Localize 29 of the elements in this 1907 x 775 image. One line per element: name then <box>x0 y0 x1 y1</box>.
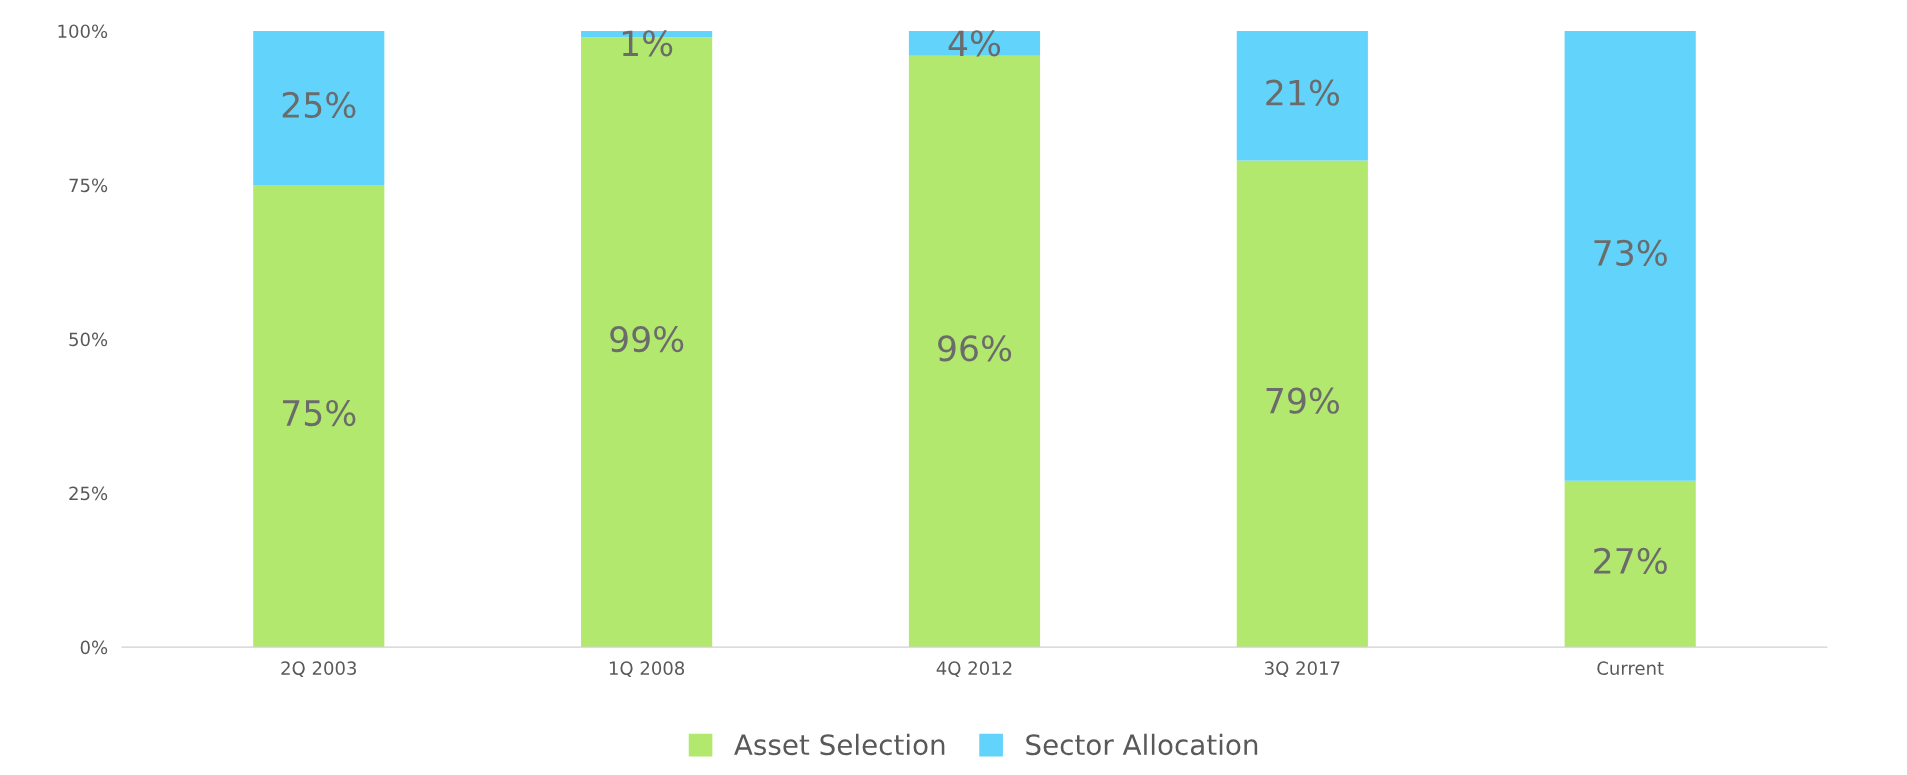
data-label: 79% <box>1266 387 1340 414</box>
bar <box>1236 31 1368 161</box>
y-tick-label: 75% <box>69 178 108 193</box>
y-tick-label: 100% <box>58 24 108 39</box>
bar <box>1564 31 1696 481</box>
y-tick-label: 50% <box>69 332 108 347</box>
data-label: 1% <box>622 30 673 57</box>
data-label: 73% <box>1594 239 1667 266</box>
data-label: 25% <box>282 91 356 119</box>
x-tick-label: Current <box>1597 661 1664 675</box>
x-tick-label: 1Q 2008 <box>609 661 685 678</box>
legend-label: Sector Allocation <box>1026 733 1258 756</box>
data-label: 96% <box>938 335 1012 362</box>
data-label: 75% <box>283 399 356 427</box>
y-tick-label: 25% <box>69 486 108 501</box>
data-label: 4% <box>948 30 1001 57</box>
bar <box>908 55 1041 648</box>
data-label: 21% <box>1266 79 1340 106</box>
x-tick-label: 3Q 2017 <box>1265 661 1340 678</box>
x-tick-label: 4Q 2012 <box>936 661 1012 678</box>
data-label: 27% <box>1594 547 1667 575</box>
bar <box>1564 480 1696 648</box>
bar <box>253 31 385 186</box>
legend-label: Asset Selection <box>734 733 945 756</box>
bar <box>1236 160 1368 648</box>
bar <box>253 185 385 648</box>
y-tick-label: 0% <box>80 640 108 655</box>
x-tick-label: 2Q 2003 <box>281 661 357 678</box>
data-label: 99% <box>610 325 684 353</box>
